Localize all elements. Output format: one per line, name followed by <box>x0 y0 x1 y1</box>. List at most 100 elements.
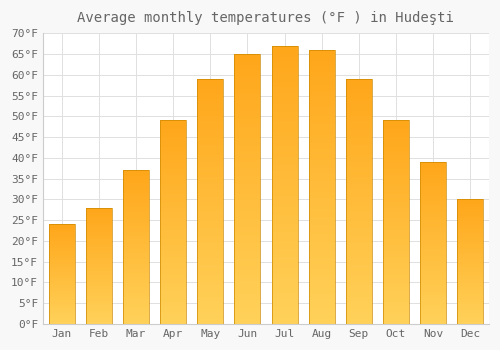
Bar <box>308 85 334 88</box>
Bar <box>346 260 372 263</box>
Bar <box>160 120 186 324</box>
Bar <box>458 244 483 245</box>
Bar <box>48 264 74 265</box>
Bar <box>308 214 334 217</box>
Bar <box>383 167 409 169</box>
Bar <box>272 79 297 82</box>
Bar <box>272 188 297 190</box>
Bar <box>86 290 112 292</box>
Bar <box>346 189 372 192</box>
Bar <box>234 238 260 240</box>
Bar <box>48 249 74 250</box>
Bar <box>383 153 409 155</box>
Bar <box>86 250 112 251</box>
Bar <box>458 305 483 307</box>
Bar <box>234 316 260 318</box>
Bar <box>48 236 74 237</box>
Bar <box>383 226 409 228</box>
Bar <box>272 160 297 163</box>
Bar <box>383 320 409 322</box>
Bar <box>48 318 74 319</box>
Bar <box>160 159 186 161</box>
Bar <box>272 163 297 165</box>
Bar <box>308 288 334 291</box>
Bar <box>48 292 74 293</box>
Bar <box>272 85 297 88</box>
Bar <box>272 135 297 138</box>
Bar <box>197 241 223 243</box>
Bar <box>308 154 334 157</box>
Bar <box>197 94 223 96</box>
Bar <box>458 279 483 280</box>
Bar <box>234 278 260 281</box>
Bar <box>420 254 446 256</box>
Bar <box>420 245 446 246</box>
Bar <box>308 201 334 203</box>
Bar <box>420 191 446 193</box>
Bar <box>197 295 223 297</box>
Bar <box>234 121 260 124</box>
Bar <box>308 83 334 85</box>
Bar <box>383 133 409 135</box>
Bar <box>383 173 409 175</box>
Bar <box>160 161 186 163</box>
Bar <box>346 162 372 165</box>
Bar <box>86 252 112 253</box>
Bar <box>86 289 112 290</box>
Bar <box>160 247 186 249</box>
Bar <box>234 251 260 254</box>
Bar <box>160 169 186 172</box>
Bar <box>308 212 334 214</box>
Bar <box>123 189 149 190</box>
Bar <box>160 234 186 237</box>
Bar <box>458 274 483 275</box>
Bar <box>234 146 260 148</box>
Bar <box>308 250 334 253</box>
Bar <box>458 289 483 290</box>
Bar <box>197 133 223 135</box>
Bar <box>48 319 74 320</box>
Bar <box>197 224 223 226</box>
Bar <box>458 229 483 231</box>
Bar <box>123 320 149 321</box>
Bar <box>160 308 186 310</box>
Bar <box>346 231 372 233</box>
Bar <box>420 217 446 219</box>
Bar <box>48 285 74 286</box>
Bar <box>383 298 409 300</box>
Bar <box>458 237 483 238</box>
Bar <box>197 184 223 187</box>
Bar <box>458 216 483 217</box>
Bar <box>234 275 260 278</box>
Bar <box>308 275 334 278</box>
Bar <box>383 302 409 304</box>
Bar <box>272 138 297 140</box>
Bar <box>123 176 149 178</box>
Bar <box>234 54 260 57</box>
Bar <box>234 151 260 154</box>
Bar <box>48 306 74 307</box>
Bar <box>272 204 297 207</box>
Bar <box>308 203 334 206</box>
Bar <box>458 273 483 274</box>
Bar <box>86 300 112 301</box>
Bar <box>48 300 74 301</box>
Bar <box>48 311 74 312</box>
Bar <box>160 163 186 165</box>
Bar <box>48 283 74 284</box>
Bar <box>346 219 372 221</box>
Bar <box>346 243 372 246</box>
Bar <box>86 208 112 209</box>
Bar <box>197 170 223 172</box>
Bar <box>383 249 409 251</box>
Bar <box>346 116 372 118</box>
Bar <box>123 264 149 266</box>
Bar <box>160 304 186 306</box>
Bar <box>458 315 483 316</box>
Bar <box>420 271 446 272</box>
Bar <box>197 265 223 268</box>
Bar <box>346 204 372 206</box>
Bar <box>234 208 260 211</box>
Bar <box>272 99 297 101</box>
Bar <box>123 215 149 216</box>
